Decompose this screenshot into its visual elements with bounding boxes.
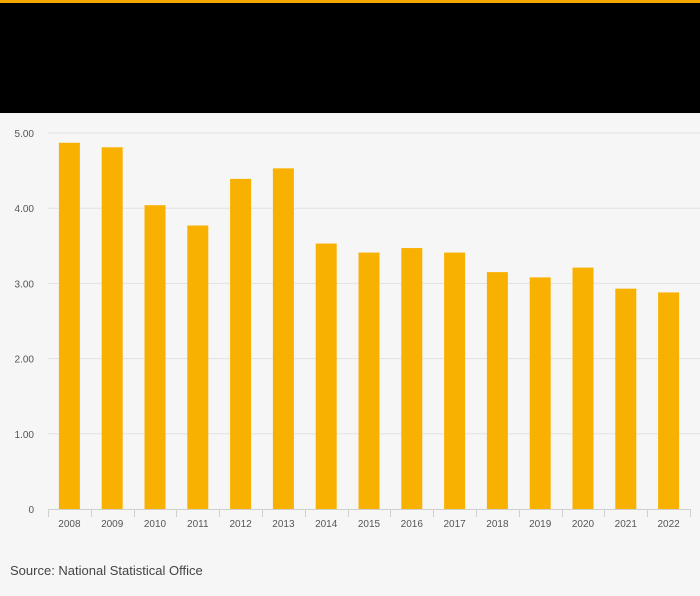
bar-2010	[144, 205, 166, 509]
y-tick-label: 5.00	[15, 129, 35, 140]
source-note: Source: National Statistical Office	[10, 563, 203, 578]
y-axis-ticks: 0 1.00 2.00 3.00 4.00 5.00	[15, 129, 35, 516]
bar-2016	[401, 248, 423, 509]
bar-2008	[58, 142, 80, 509]
bar-2017	[444, 252, 466, 509]
y-tick-label: 3.00	[15, 279, 35, 290]
x-tick-label: 2010	[144, 519, 167, 530]
x-tick-label: 2020	[572, 519, 595, 530]
bar-2013	[272, 168, 294, 509]
bar-2011	[187, 225, 209, 509]
x-tick-label: 2017	[443, 519, 466, 530]
x-tick-label: 2018	[486, 519, 509, 530]
y-tick-label: 4.00	[15, 204, 35, 215]
bar-2020	[572, 267, 594, 509]
bar-2012	[230, 178, 252, 509]
bar-2021	[615, 288, 637, 509]
x-axis	[48, 509, 691, 517]
x-tick-label: 2022	[657, 519, 680, 530]
x-tick-label: 2016	[401, 519, 424, 530]
x-axis-ticks: 2008 2009 2010 2011 2012 2013 2014 2015 2016 2017…	[58, 519, 680, 530]
x-tick-label: 2014	[315, 519, 338, 530]
y-tick-label: 2.00	[15, 355, 35, 366]
bar-2009	[101, 147, 123, 509]
x-tick-label: 2008	[58, 519, 81, 530]
x-tick-label: 2013	[272, 519, 295, 530]
x-tick-label: 2012	[229, 519, 252, 530]
bar-2018	[486, 272, 508, 509]
y-tick-label: 1.00	[15, 430, 35, 441]
x-tick-label: 2021	[615, 519, 638, 530]
bar-chart: 01.002.003.004.005.00 2008 2009 2010 2011 20…	[15, 129, 700, 530]
x-tick-label: 2015	[358, 519, 381, 530]
bar-2014	[315, 243, 337, 509]
x-tick-label: 2009	[101, 519, 124, 530]
top-accent-rule	[0, 0, 700, 3]
x-tick-label: 2011	[187, 519, 209, 530]
bars	[58, 142, 680, 509]
bar-2019	[529, 277, 551, 509]
bar-2022	[658, 292, 680, 509]
y-tick-label: 0	[28, 505, 34, 516]
x-tick-label: 2019	[529, 519, 552, 530]
chart-header-band	[0, 3, 700, 113]
bar-2015	[358, 252, 380, 509]
